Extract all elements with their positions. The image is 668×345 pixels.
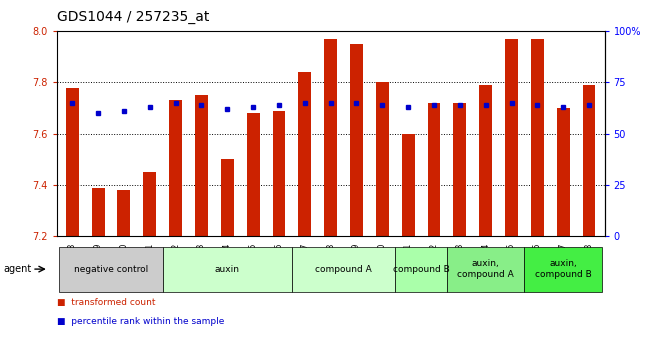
- Bar: [169, 100, 182, 236]
- Text: compound A: compound A: [315, 265, 372, 274]
- Text: auxin,
compound A: auxin, compound A: [458, 259, 514, 279]
- Bar: [66, 88, 79, 236]
- Bar: [582, 85, 595, 236]
- Bar: [221, 159, 234, 236]
- Bar: [531, 39, 544, 236]
- Bar: [401, 134, 415, 236]
- Text: compound B: compound B: [393, 265, 450, 274]
- Bar: [118, 190, 130, 236]
- Text: negative control: negative control: [74, 265, 148, 274]
- Text: GDS1044 / 257235_at: GDS1044 / 257235_at: [57, 10, 209, 24]
- Text: ■  transformed count: ■ transformed count: [57, 298, 155, 307]
- Bar: [350, 44, 363, 236]
- Bar: [479, 85, 492, 236]
- Text: auxin,
compound B: auxin, compound B: [535, 259, 592, 279]
- Bar: [428, 103, 440, 236]
- Bar: [376, 82, 389, 236]
- Bar: [273, 111, 285, 236]
- Text: agent: agent: [3, 264, 31, 274]
- Text: ■  percentile rank within the sample: ■ percentile rank within the sample: [57, 317, 224, 326]
- Bar: [556, 108, 570, 236]
- Bar: [324, 39, 337, 236]
- Bar: [246, 113, 260, 236]
- Bar: [505, 39, 518, 236]
- Bar: [195, 95, 208, 236]
- Bar: [144, 172, 156, 236]
- Text: auxin: auxin: [215, 265, 240, 274]
- Bar: [454, 103, 466, 236]
- Bar: [299, 72, 311, 236]
- Bar: [92, 188, 105, 236]
